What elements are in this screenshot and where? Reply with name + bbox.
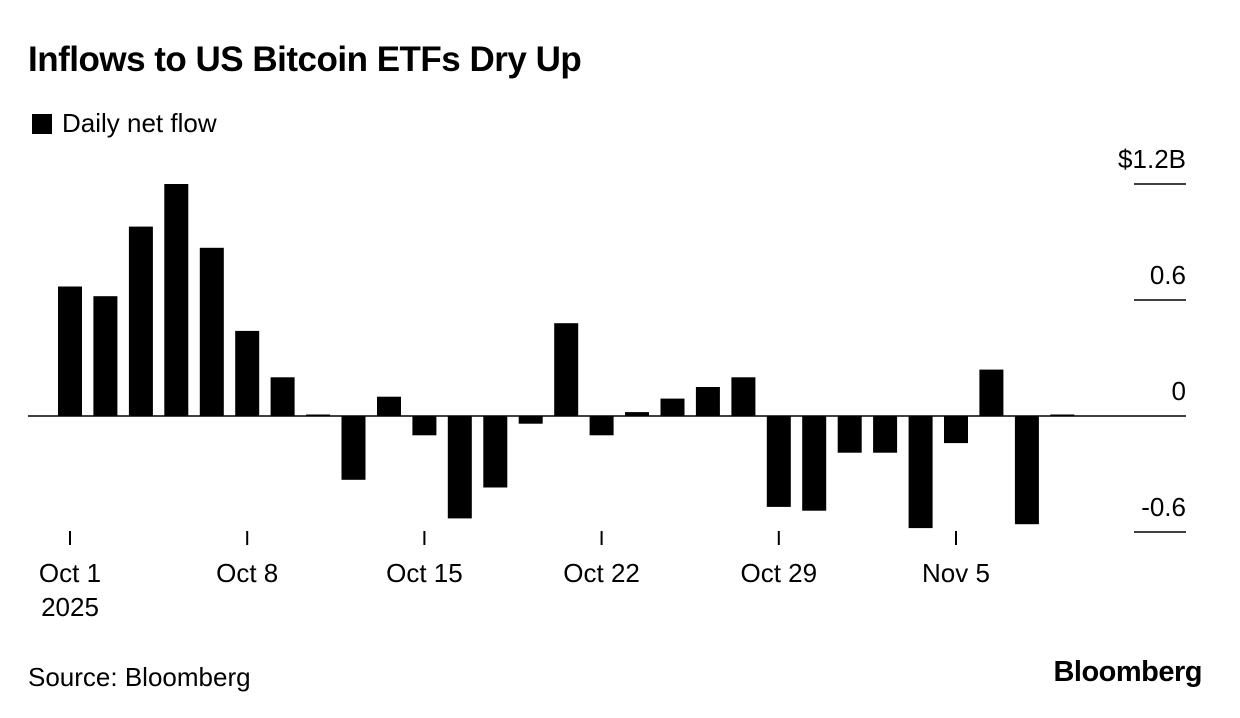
x-tick-sublabel: 2025 [41, 592, 99, 622]
bar-2025-11-06 [979, 369, 1004, 416]
bar-2025-10-23 [625, 412, 649, 416]
bar-2025-10-22 [589, 416, 614, 436]
bar-2025-11-03 [873, 416, 898, 453]
bar-2025-10-21 [554, 323, 579, 416]
x-axis: Oct 1 2025 Oct 8 Oct 15 Oct 22 Oct 29 Nov 5 [39, 531, 990, 622]
bar-2025-10-27 [695, 387, 720, 416]
bar-2025-11-04 [908, 416, 933, 529]
bar-2025-10-07 [199, 247, 224, 416]
bar-2025-10-08 [235, 330, 260, 416]
bar-2025-10-24 [660, 398, 685, 416]
bar-2025-11-07 [1014, 416, 1039, 525]
x-tick-label: Nov 5 [922, 558, 990, 588]
bar-2025-10-20 [518, 416, 543, 424]
bar-2025-10-14 [377, 396, 401, 416]
x-tick-label: Oct 1 [39, 558, 101, 588]
chart-title: Inflows to US Bitcoin ETFs Dry Up [28, 40, 582, 79]
bar-2025-10-15 [412, 416, 437, 436]
bar-2025-10-16 [447, 416, 472, 519]
bar-2025-11-05 [944, 416, 968, 444]
legend-swatch [32, 113, 52, 134]
y-axis: $1.2B 0.6 0 -0.6 [28, 144, 1186, 533]
y-tick-label: 0.6 [1150, 260, 1186, 290]
y-tick-label: $1.2B [1118, 144, 1186, 174]
y-tick-label: -0.6 [1141, 492, 1186, 522]
bar-2025-10-09 [270, 377, 295, 416]
bar-2025-10-03 [128, 226, 153, 416]
x-tick-label: Oct 22 [563, 558, 640, 588]
x-tick-label: Oct 29 [741, 558, 818, 588]
bar-2025-10-01 [58, 286, 82, 416]
legend-label-daily-net-flow: Daily net flow [62, 108, 217, 138]
y-tick-label: 0 [1172, 376, 1186, 406]
source-note: Source: Bloomberg [28, 662, 251, 692]
bar-2025-10-28 [731, 377, 756, 416]
x-tick-label: Oct 15 [386, 558, 463, 588]
bar-2025-10-13 [341, 416, 366, 480]
bar-2025-10-29 [766, 416, 791, 507]
bar-2025-10-17 [483, 416, 508, 488]
bloomberg-logo: Bloomberg [1053, 656, 1202, 688]
bar-2025-10-06 [164, 184, 189, 416]
x-tick-label: Oct 8 [216, 558, 278, 588]
bar-2025-10-02 [93, 296, 118, 416]
bar-2025-10-30 [802, 416, 827, 511]
bars-group [58, 184, 1075, 529]
bar-2025-10-31 [837, 416, 862, 453]
legend: Daily net flow [32, 108, 217, 139]
